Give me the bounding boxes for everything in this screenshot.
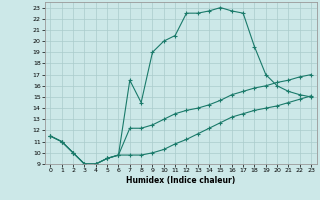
X-axis label: Humidex (Indice chaleur): Humidex (Indice chaleur) bbox=[126, 176, 236, 185]
